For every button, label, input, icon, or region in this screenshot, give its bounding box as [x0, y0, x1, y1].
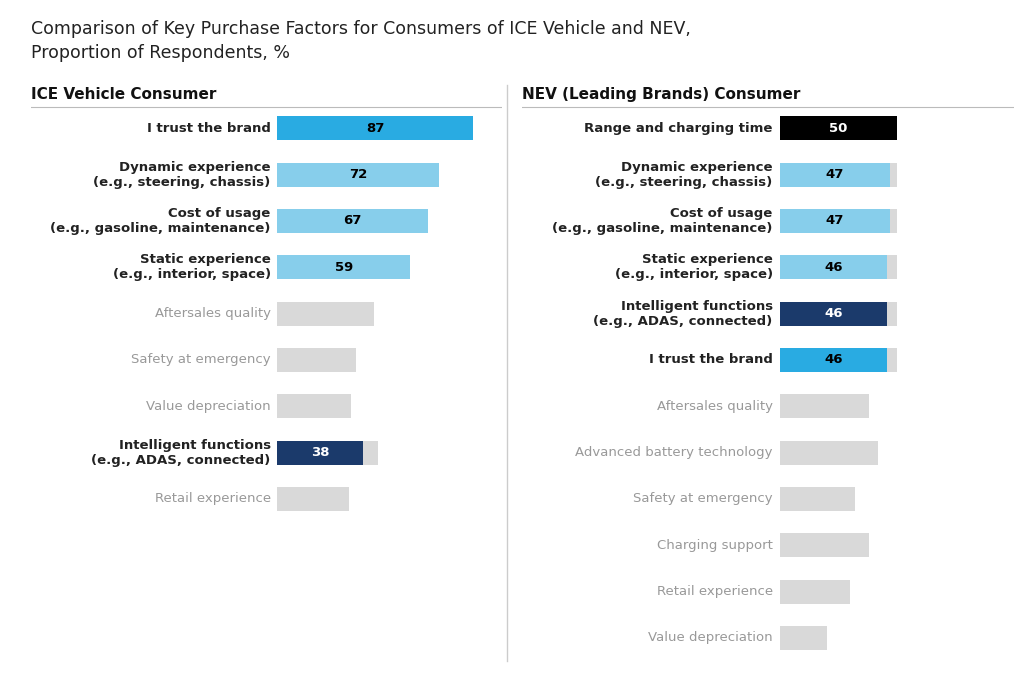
Text: Static experience
(e.g., interior, space): Static experience (e.g., interior, space…: [614, 254, 773, 281]
Text: Intelligent functions
(e.g., ADAS, connected): Intelligent functions (e.g., ADAS, conne…: [91, 439, 270, 466]
Text: 46: 46: [824, 307, 843, 320]
Bar: [779, 302, 897, 325]
Text: 38: 38: [311, 446, 330, 459]
Bar: [278, 348, 356, 372]
Text: Safety at emergency: Safety at emergency: [633, 492, 773, 505]
Text: I trust the brand: I trust the brand: [649, 353, 773, 366]
Text: 46: 46: [824, 353, 843, 366]
Text: Safety at emergency: Safety at emergency: [131, 353, 270, 366]
Bar: [779, 487, 855, 511]
Text: 46: 46: [824, 261, 843, 274]
Text: NEV (Leading Brands) Consumer: NEV (Leading Brands) Consumer: [522, 87, 801, 102]
Text: Value depreciation: Value depreciation: [146, 400, 270, 413]
Text: 50: 50: [829, 122, 848, 135]
Bar: [278, 487, 349, 511]
Text: 47: 47: [825, 214, 844, 227]
Bar: [779, 209, 897, 233]
Text: Advanced battery technology: Advanced battery technology: [575, 446, 773, 459]
Text: Static experience
(e.g., interior, space): Static experience (e.g., interior, space…: [113, 254, 270, 281]
Bar: [779, 394, 868, 418]
Text: ICE Vehicle Consumer: ICE Vehicle Consumer: [31, 87, 216, 102]
Bar: [779, 116, 897, 140]
Text: 72: 72: [349, 168, 368, 181]
Bar: [779, 441, 878, 464]
Bar: [278, 394, 351, 418]
Text: Value depreciation: Value depreciation: [648, 631, 773, 644]
Bar: [278, 302, 374, 325]
Text: 87: 87: [366, 122, 384, 135]
Bar: [779, 348, 888, 372]
Bar: [779, 533, 868, 557]
Text: Cost of usage
(e.g., gasoline, maintenance): Cost of usage (e.g., gasoline, maintenan…: [552, 207, 773, 235]
Text: Retail experience: Retail experience: [656, 585, 773, 598]
Text: Dynamic experience
(e.g., steering, chassis): Dynamic experience (e.g., steering, chas…: [595, 161, 773, 188]
Bar: [779, 255, 897, 279]
Bar: [278, 209, 379, 233]
Text: I trust the brand: I trust the brand: [146, 122, 270, 135]
Text: Cost of usage
(e.g., gasoline, maintenance): Cost of usage (e.g., gasoline, maintenan…: [50, 207, 270, 235]
Bar: [278, 209, 428, 233]
Bar: [779, 302, 888, 325]
Text: Retail experience: Retail experience: [155, 492, 270, 505]
Text: Dynamic experience
(e.g., steering, chassis): Dynamic experience (e.g., steering, chas…: [93, 161, 270, 188]
Bar: [779, 163, 897, 186]
Bar: [278, 163, 379, 186]
Text: Range and charging time: Range and charging time: [585, 122, 773, 135]
Text: 59: 59: [335, 261, 352, 274]
Text: Comparison of Key Purchase Factors for Consumers of ICE Vehicle and NEV,
Proport: Comparison of Key Purchase Factors for C…: [31, 20, 690, 62]
Text: Aftersales quality: Aftersales quality: [155, 307, 270, 320]
Bar: [278, 255, 379, 279]
Bar: [278, 255, 410, 279]
Bar: [779, 580, 850, 603]
Text: 67: 67: [343, 214, 361, 227]
Bar: [278, 116, 379, 140]
Bar: [278, 441, 379, 464]
Bar: [779, 163, 890, 186]
Text: 47: 47: [825, 168, 844, 181]
Text: Charging support: Charging support: [656, 539, 773, 552]
Bar: [278, 163, 439, 186]
Bar: [779, 116, 897, 140]
Bar: [779, 348, 897, 372]
Bar: [779, 209, 890, 233]
Bar: [779, 626, 826, 650]
Bar: [278, 116, 473, 140]
Text: Aftersales quality: Aftersales quality: [656, 400, 773, 413]
Text: Intelligent functions
(e.g., ADAS, connected): Intelligent functions (e.g., ADAS, conne…: [594, 300, 773, 327]
Bar: [779, 255, 888, 279]
Bar: [278, 441, 362, 464]
